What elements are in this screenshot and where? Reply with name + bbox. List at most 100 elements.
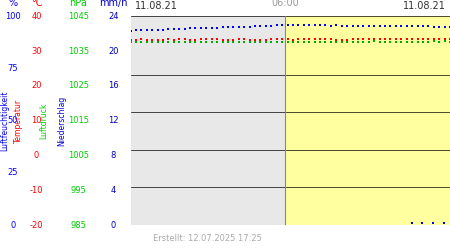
Point [181, 27, 188, 31]
Text: 995: 995 [70, 186, 86, 195]
Point [306, 37, 313, 41]
Text: 0: 0 [34, 151, 39, 160]
Point [148, 38, 156, 42]
Point [181, 40, 188, 44]
Point [376, 40, 383, 44]
Text: 30: 30 [31, 46, 42, 56]
Point [425, 40, 432, 44]
Text: Temperatur: Temperatur [14, 98, 23, 143]
Point [387, 24, 394, 28]
Point [197, 40, 204, 44]
Point [392, 40, 400, 44]
Point [214, 26, 221, 30]
Point [300, 37, 307, 41]
Point [273, 40, 280, 44]
Text: Niederschlag: Niederschlag [58, 96, 67, 146]
Point [273, 24, 280, 28]
Point [349, 24, 356, 28]
Bar [130, 16, 285, 75]
Point [170, 40, 177, 44]
Point [322, 40, 329, 44]
Text: 11.08.21: 11.08.21 [403, 1, 446, 11]
Point [219, 38, 226, 42]
Point [219, 40, 226, 44]
Point [311, 40, 318, 44]
Point [138, 28, 145, 32]
Text: °C: °C [31, 0, 42, 8]
Point [202, 26, 210, 30]
Point [273, 37, 280, 41]
Point [371, 38, 378, 42]
Point [311, 23, 318, 27]
Point [252, 40, 259, 44]
Point [436, 37, 443, 41]
Point [409, 37, 416, 41]
Point [257, 40, 264, 44]
Text: 0: 0 [10, 220, 16, 230]
Point [333, 40, 340, 44]
Point [425, 37, 432, 41]
Point [202, 38, 210, 42]
Point [252, 24, 259, 28]
Point [371, 40, 378, 44]
Point [165, 27, 172, 31]
Point [360, 40, 367, 44]
Bar [130, 112, 285, 150]
Bar [285, 16, 450, 75]
Point [349, 40, 356, 44]
Point [398, 37, 405, 41]
Point [241, 38, 248, 42]
Bar [130, 150, 285, 188]
Point [418, 221, 426, 225]
Point [311, 37, 318, 41]
Point [176, 27, 183, 31]
Bar [130, 188, 285, 225]
Text: hPa: hPa [69, 0, 87, 8]
Point [262, 38, 270, 42]
Point [230, 40, 237, 44]
Point [382, 37, 389, 41]
Point [403, 38, 410, 42]
Point [441, 25, 448, 29]
Point [354, 40, 361, 44]
Point [192, 40, 199, 44]
Point [327, 37, 334, 41]
Point [143, 28, 150, 32]
Point [235, 25, 243, 29]
Point [327, 24, 334, 28]
Point [230, 25, 237, 29]
Text: 8: 8 [111, 151, 116, 160]
Point [398, 24, 405, 28]
Bar [285, 150, 450, 188]
Point [241, 40, 248, 44]
Point [219, 26, 226, 30]
Text: Luftdruck: Luftdruck [40, 102, 49, 139]
Point [268, 40, 275, 44]
Point [295, 40, 302, 44]
Text: 25: 25 [8, 168, 18, 177]
Point [382, 24, 389, 28]
Point [403, 40, 410, 44]
Point [165, 38, 172, 42]
Point [235, 40, 243, 44]
Point [159, 38, 166, 42]
Text: 0: 0 [111, 220, 116, 230]
Point [429, 221, 436, 225]
Point [365, 40, 372, 44]
Point [159, 28, 166, 32]
Point [338, 24, 345, 28]
Point [262, 24, 270, 28]
Point [127, 38, 134, 42]
Point [143, 40, 150, 44]
Point [430, 25, 437, 29]
Text: 1015: 1015 [68, 116, 89, 125]
Text: 1025: 1025 [68, 81, 89, 90]
Point [181, 38, 188, 42]
Point [225, 38, 232, 42]
Point [436, 25, 443, 29]
Point [132, 40, 140, 44]
Point [306, 40, 313, 44]
Point [246, 24, 253, 28]
Point [148, 40, 156, 44]
Point [425, 24, 432, 28]
